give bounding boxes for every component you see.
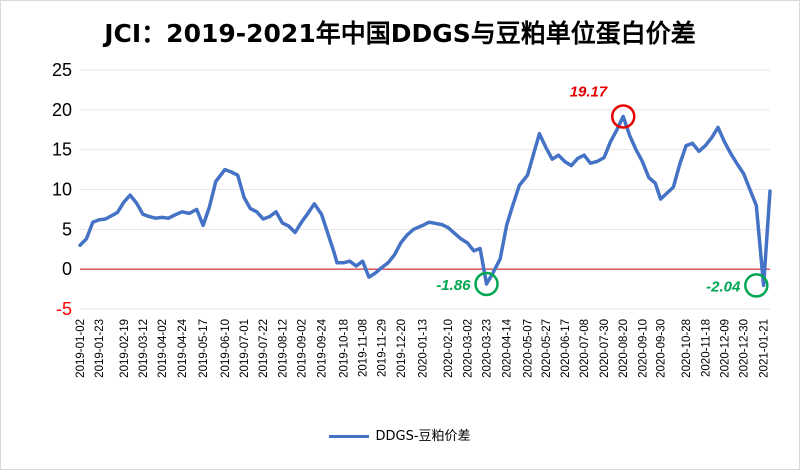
x-tick-label: 2020-03-23 [482, 319, 494, 378]
x-tick-label: 2019-11-08 [358, 319, 370, 377]
x-tick-label: 2019-12-20 [396, 319, 408, 378]
x-tick-label: 2020-05-27 [541, 319, 553, 378]
x-tick-label: 2020-06-17 [560, 319, 572, 378]
x-tick-label: 2020-09-30 [656, 319, 668, 378]
x-tick-label: 2020-10-28 [681, 319, 693, 378]
annotation-circle [744, 273, 769, 298]
x-tick-label: 2019-01-23 [94, 319, 106, 378]
annotation-label: -1.86 [436, 277, 471, 294]
chart-title: JCI：2019-2021年中国DDGS与豆粕单位蛋白价差 [104, 19, 696, 48]
grid-lines [80, 69, 770, 310]
x-tick-label: 2020-02-10 [443, 319, 455, 378]
x-tick-label: 2019-05-17 [198, 319, 210, 378]
y-tick-label: 20 [52, 100, 72, 120]
y-axis-ticks: -5 0 5 10 15 20 25 [52, 60, 72, 319]
x-axis-ticks: 2019-01-02 2019-01-23 2019-02-19 2019-03-12… [75, 318, 771, 377]
x-tick-label: 2019-09-02 [296, 319, 308, 378]
x-tick-label: 2020-08-20 [618, 319, 630, 378]
y-tick-label: 0 [62, 259, 72, 279]
x-tick-label: 2020-01-13 [418, 319, 430, 378]
legend: DDGS-豆粕价差 [0, 425, 800, 444]
x-tick-label: 2019-04-24 [177, 318, 189, 377]
x-tick-label: 2019-07-01 [239, 319, 251, 378]
annotation-circle [474, 271, 499, 297]
x-tick-label: 2019-04-02 [157, 319, 169, 378]
x-tick-label: 2019-02-19 [119, 319, 131, 378]
x-tick-label: 2019-11-29 [377, 319, 389, 377]
x-tick-label: 2020-09-10 [637, 319, 649, 378]
x-tick-label: 2019-09-24 [317, 318, 329, 377]
x-tick-label: 2020-03-02 [462, 319, 474, 378]
x-tick-label: 2019-10-18 [338, 319, 350, 378]
x-tick-label: 2019-06-10 [220, 319, 232, 378]
x-tick-label: 2019-03-12 [138, 319, 150, 378]
x-tick-label: 2021-01-21 [759, 319, 771, 378]
x-tick-label: 2020-04-14 [502, 318, 514, 377]
x-tick-label: 2020-11-18 [700, 319, 712, 377]
legend-swatch [329, 435, 370, 438]
y-tick-label: 15 [52, 140, 72, 160]
annotation-layer: 19.17 -1.86 -2.04 [436, 83, 769, 298]
annotation-circle [610, 104, 636, 129]
series-line-ddgs [78, 114, 772, 288]
y-tick-label: -5 [56, 299, 72, 319]
x-tick-label: 2019-08-12 [277, 319, 289, 378]
y-tick-label: 10 [52, 180, 72, 200]
y-tick-label: 5 [62, 219, 72, 239]
x-tick-label: 2020-05-07 [523, 319, 535, 378]
x-tick-label: 2020-07-30 [599, 319, 611, 378]
x-tick-label: 2020-12-30 [739, 319, 751, 378]
x-tick-label: 2020-07-08 [579, 319, 591, 378]
y-tick-label: 25 [52, 60, 72, 80]
x-tick-label: 2020-12-09 [719, 319, 731, 378]
x-tick-label: 2019-07-22 [258, 319, 270, 378]
annotation-label: 19.17 [570, 83, 608, 100]
legend-label: DDGS-豆粕价差 [375, 429, 471, 444]
series-layer [78, 114, 772, 288]
x-tick-label: 2019-01-02 [75, 319, 87, 378]
annotation-label: -2.04 [706, 278, 741, 295]
